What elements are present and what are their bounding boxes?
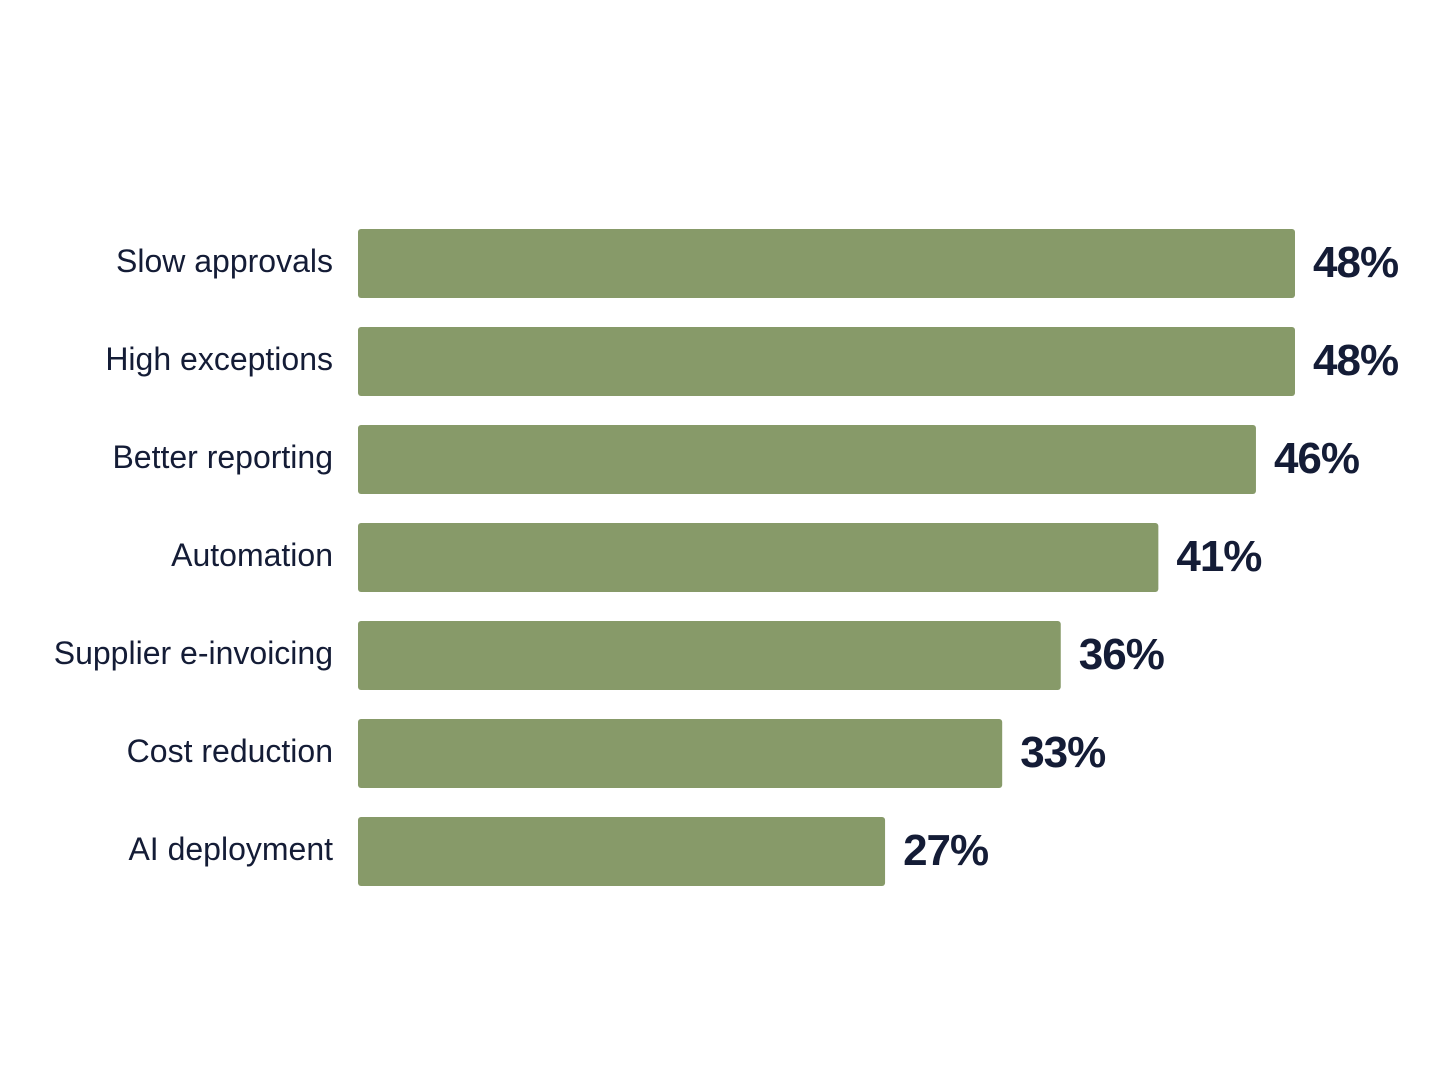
value-label: 33%	[1020, 728, 1105, 777]
category-label: Supplier e-invoicing	[54, 635, 333, 671]
bar	[358, 621, 1061, 690]
value-label: 46%	[1274, 434, 1359, 483]
category-label: High exceptions	[105, 341, 333, 377]
bar	[358, 327, 1295, 396]
category-label: AI deployment	[128, 831, 333, 867]
value-label: 41%	[1176, 532, 1261, 581]
bar	[358, 719, 1003, 788]
category-label: Cost reduction	[127, 733, 333, 769]
bar	[358, 817, 886, 886]
bar	[358, 523, 1159, 592]
bar	[358, 425, 1256, 494]
value-label: 48%	[1313, 336, 1398, 385]
category-label: Slow approvals	[116, 243, 333, 279]
value-label: 48%	[1313, 238, 1398, 287]
value-label: 27%	[903, 826, 988, 875]
category-label: Better reporting	[112, 439, 333, 475]
value-label: 36%	[1079, 630, 1164, 679]
bar	[358, 229, 1295, 298]
category-label: Automation	[171, 537, 333, 573]
